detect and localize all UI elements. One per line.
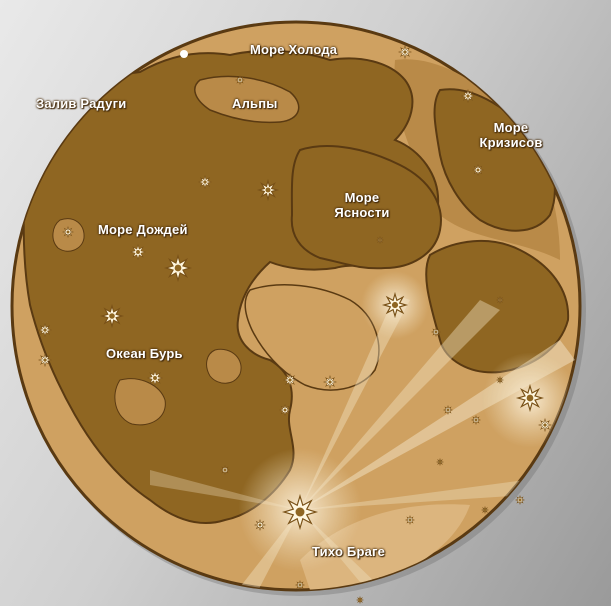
highland-island-storms	[114, 378, 166, 426]
crater-star-icon	[355, 595, 365, 605]
label-ocean-of-storms: Океан Бурь	[106, 346, 183, 361]
label-sea-of-serenity: Море Ясности	[322, 190, 402, 220]
crater-star-icon	[537, 417, 553, 433]
crater-star-icon	[460, 88, 476, 104]
crater-star-icon	[435, 457, 445, 467]
crater-star-icon	[514, 494, 526, 506]
crater-star-icon	[397, 44, 413, 60]
crater-star-icon	[471, 163, 485, 177]
crater-star-icon	[37, 352, 53, 368]
label-sea-of-serenity-line2: Ясности	[334, 205, 390, 220]
highland-patch-south	[300, 504, 470, 590]
crater-star-icon	[129, 243, 147, 261]
crater-star-icon	[37, 322, 53, 338]
crater-star-icon	[515, 383, 545, 413]
crater-star-icon	[219, 464, 231, 476]
crater-star-icon	[480, 505, 490, 515]
label-sea-of-cold: Море Холода	[250, 42, 338, 57]
label-bay-of-rainbows: Залив Радуги	[36, 96, 127, 111]
crater-star-icon	[282, 372, 298, 388]
crater-star-icon	[470, 414, 482, 426]
crater-star-icon	[281, 493, 319, 531]
label-sea-of-serenity-line1: Море	[344, 190, 380, 205]
crater-star-icon	[375, 235, 385, 245]
maria-region-serenity	[290, 144, 442, 270]
crater-star-icon	[163, 253, 193, 283]
crater-star-icon	[430, 326, 442, 338]
crater-star-icon	[322, 374, 338, 390]
crater-star-icon	[404, 514, 416, 526]
alps-highland	[194, 75, 300, 124]
label-alps: Альпы	[232, 96, 278, 111]
crater-star-icon	[253, 518, 267, 532]
crater-star-icon	[99, 303, 125, 329]
crater-star-icon	[381, 291, 409, 319]
bright-spot-icon	[180, 50, 188, 58]
crater-star-icon	[234, 74, 246, 86]
label-sea-of-crises-line1: Море	[493, 120, 529, 135]
crater-star-icon	[256, 178, 280, 202]
highland-island-small	[206, 348, 242, 384]
crater-star-icon	[495, 375, 505, 385]
crater-star-icon	[278, 403, 292, 417]
crater-markers	[37, 44, 553, 605]
label-tycho: Тихо Браге	[312, 544, 386, 559]
crater-star-icon	[197, 174, 213, 190]
crater-star-icon	[146, 369, 164, 387]
crater-star-icon	[495, 295, 505, 305]
crater-star-icon	[61, 225, 75, 239]
label-sea-of-crises-line2: Кризисов	[479, 135, 543, 150]
label-sea-of-crises: Море Кризисов	[466, 120, 556, 150]
label-sea-of-rains: Море Дождей	[98, 222, 188, 237]
crater-star-icon	[442, 404, 454, 416]
crater-star-icon	[294, 579, 306, 591]
maria-region-tranquility	[425, 239, 570, 374]
highland-island-central	[244, 284, 380, 391]
